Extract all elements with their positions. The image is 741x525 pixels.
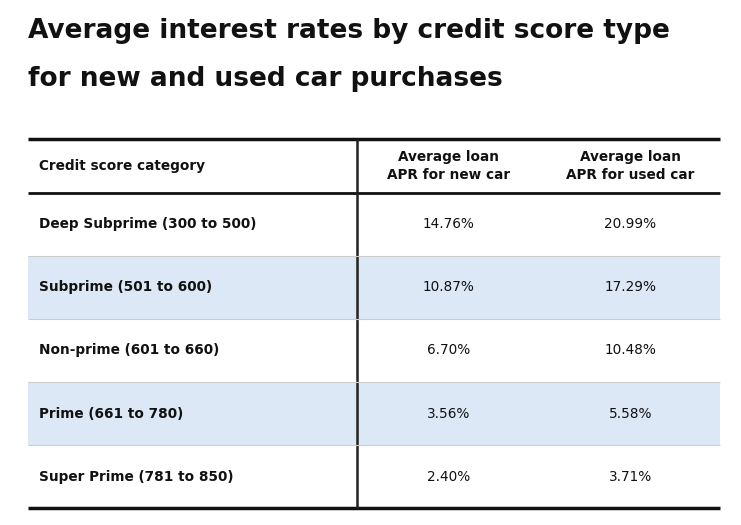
Text: 10.87%: 10.87% (422, 280, 474, 295)
Text: Credit score category: Credit score category (39, 159, 205, 173)
Text: 3.71%: 3.71% (608, 470, 652, 484)
Text: 5.58%: 5.58% (608, 406, 652, 421)
Text: Average loan
APR for used car: Average loan APR for used car (566, 150, 694, 182)
Text: Prime (661 to 780): Prime (661 to 780) (39, 406, 183, 421)
Text: 2.40%: 2.40% (427, 470, 471, 484)
Text: Average loan
APR for new car: Average loan APR for new car (387, 150, 510, 182)
Text: Super Prime (781 to 850): Super Prime (781 to 850) (39, 470, 233, 484)
Text: 20.99%: 20.99% (604, 217, 657, 231)
Text: Non-prime (601 to 660): Non-prime (601 to 660) (39, 343, 219, 358)
Bar (28, 382, 720, 445)
Text: 3.56%: 3.56% (427, 406, 471, 421)
Text: 14.76%: 14.76% (422, 217, 474, 231)
Bar (28, 193, 720, 256)
Text: for new and used car purchases: for new and used car purchases (28, 66, 503, 92)
Bar (28, 445, 720, 508)
Text: Average interest rates by credit score type: Average interest rates by credit score t… (28, 18, 670, 45)
Text: 17.29%: 17.29% (604, 280, 657, 295)
Bar (28, 256, 720, 319)
Text: Deep Subprime (300 to 500): Deep Subprime (300 to 500) (39, 217, 256, 231)
Text: Subprime (501 to 600): Subprime (501 to 600) (39, 280, 212, 295)
Text: 10.48%: 10.48% (605, 343, 657, 358)
Bar (28, 319, 720, 382)
Text: 6.70%: 6.70% (427, 343, 471, 358)
